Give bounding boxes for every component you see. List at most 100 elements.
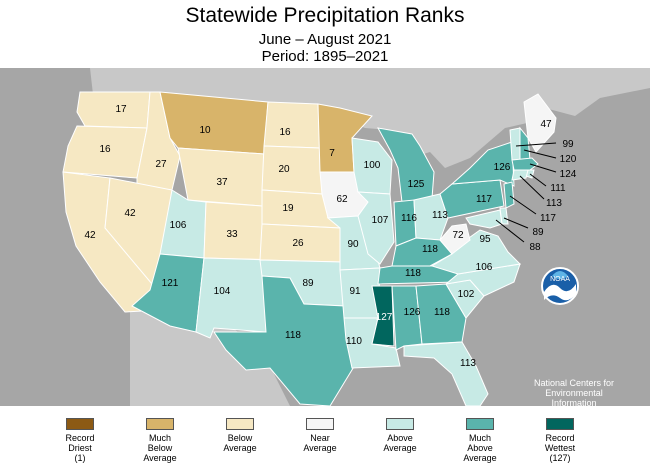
legend-label-line: (1) xyxy=(74,453,86,463)
state-fl xyxy=(403,341,489,407)
credit-line-1: National Centers for xyxy=(533,378,615,388)
state-oh xyxy=(413,193,449,241)
state-sd xyxy=(261,145,323,195)
rank-label-nv: 42 xyxy=(124,208,136,219)
legend-item-near: Near Average xyxy=(285,418,355,453)
state-nj xyxy=(503,181,515,209)
state-wa xyxy=(76,91,151,129)
rank-label-ms: 127 xyxy=(376,312,393,323)
rank-label-nm: 104 xyxy=(214,286,231,297)
rank-label-ga: 118 xyxy=(434,307,450,318)
state-il xyxy=(356,191,395,265)
credit-timestamp: Tue Sep 7 2021 xyxy=(545,408,603,417)
rank-label-nj: 117 xyxy=(540,213,556,224)
state-ma xyxy=(511,157,539,171)
legend-label-line: Average xyxy=(383,443,417,453)
leader-line-ct xyxy=(519,175,545,200)
legend-label-line: Average xyxy=(463,453,497,463)
rank-label-ct: 113 xyxy=(546,198,562,209)
leader-line-nj xyxy=(509,195,537,215)
state-md xyxy=(465,209,503,229)
state-tx xyxy=(213,275,359,407)
legend-label-line: Much xyxy=(148,433,171,443)
rank-label-fl: 113 xyxy=(460,358,476,369)
state-nm xyxy=(195,257,271,339)
rank-label-ma: 124 xyxy=(560,169,577,180)
rank-label-tn: 118 xyxy=(405,268,421,279)
legend-swatch xyxy=(146,418,174,430)
rank-label-nc: 106 xyxy=(476,262,493,273)
rank-label-ok: 89 xyxy=(302,278,314,289)
rank-label-ri: 111 xyxy=(550,183,566,194)
rank-label-wy: 37 xyxy=(216,177,228,188)
rank-label-co: 33 xyxy=(226,229,238,240)
legend-item-above: Above Average xyxy=(365,418,435,453)
legend: Record Driest (1) Much Below Average Below Aver… xyxy=(0,410,650,475)
rank-label-md: 88 xyxy=(529,242,541,253)
legend-label-line: Wettest xyxy=(544,443,576,453)
legend-label-line: Above xyxy=(387,433,413,443)
state-or xyxy=(62,125,148,179)
leader-line-nh xyxy=(523,149,557,159)
state-ms xyxy=(371,285,395,347)
rank-label-ut: 106 xyxy=(170,220,187,231)
leader-line-ma xyxy=(529,163,557,173)
rank-label-id: 27 xyxy=(155,159,167,170)
rank-label-mn: 7 xyxy=(329,148,335,159)
rank-label-al: 126 xyxy=(404,307,421,318)
state-va xyxy=(430,229,522,275)
rank-label-sd: 20 xyxy=(278,164,290,175)
rank-label-mo: 90 xyxy=(347,239,359,250)
legend-label-line: Below xyxy=(227,433,253,443)
legend-item-much-below: Much Below Average xyxy=(125,418,195,463)
rank-label-me: 47 xyxy=(540,119,552,130)
legend-label-line: (127) xyxy=(549,453,571,463)
legend-item-much-above: Much Above Average xyxy=(445,418,515,463)
rank-label-tx: 118 xyxy=(285,330,301,341)
legend-label-line: Below xyxy=(147,443,173,453)
rank-label-ca: 42 xyxy=(84,230,96,241)
legend-item-below: Below Average xyxy=(205,418,275,453)
rank-label-pa: 117 xyxy=(476,194,492,205)
rank-label-sc: 102 xyxy=(458,289,475,300)
legend-label-line: Above xyxy=(467,443,493,453)
map-period: Period: 1895–2021 xyxy=(261,48,389,65)
map-subtitle: June – August 2021 xyxy=(258,31,392,48)
noaa-logo-icon: NOAA xyxy=(541,267,579,305)
state-vt xyxy=(509,127,521,161)
legend-swatch xyxy=(66,418,94,430)
state-ga xyxy=(415,283,467,345)
state-pa xyxy=(439,179,505,219)
legend-item-record-wettest: Record Wettest (127) xyxy=(525,418,595,463)
state-wv xyxy=(439,223,471,255)
rank-label-oh: 113 xyxy=(432,210,448,221)
rank-label-az: 121 xyxy=(162,278,179,289)
leader-line-md xyxy=(495,219,525,243)
rank-label-wv: 72 xyxy=(452,230,464,241)
legend-label-line: Average xyxy=(303,443,337,453)
rank-label-ny: 126 xyxy=(494,162,511,173)
rank-label-de: 89 xyxy=(532,227,544,238)
noaa-logo-text: NOAA xyxy=(550,276,570,283)
rank-label-ks: 26 xyxy=(292,238,304,249)
credit-line-2: Environmental xyxy=(545,388,603,398)
state-mt xyxy=(159,91,269,155)
leader-line-de xyxy=(503,217,529,229)
legend-label-line: Average xyxy=(223,443,257,453)
rank-label-ne: 19 xyxy=(282,203,294,214)
legend-label-line: Near xyxy=(310,433,330,443)
rank-label-wa: 17 xyxy=(115,104,127,115)
mexico-land xyxy=(130,306,290,406)
state-nd xyxy=(263,101,321,149)
rank-label-ia: 62 xyxy=(336,194,348,205)
state-ct xyxy=(511,169,529,181)
rank-label-la: 110 xyxy=(346,336,362,347)
legend-label-line: Much xyxy=(468,433,491,443)
rank-label-in: 116 xyxy=(401,213,417,224)
legend-swatch xyxy=(466,418,494,430)
rank-label-nd: 16 xyxy=(279,127,291,138)
leader-line-vt xyxy=(515,142,557,147)
ncei-credit: National Centers for Environmental Infor… xyxy=(514,378,634,418)
rank-label-il: 107 xyxy=(372,215,389,226)
legend-swatch xyxy=(386,418,414,430)
